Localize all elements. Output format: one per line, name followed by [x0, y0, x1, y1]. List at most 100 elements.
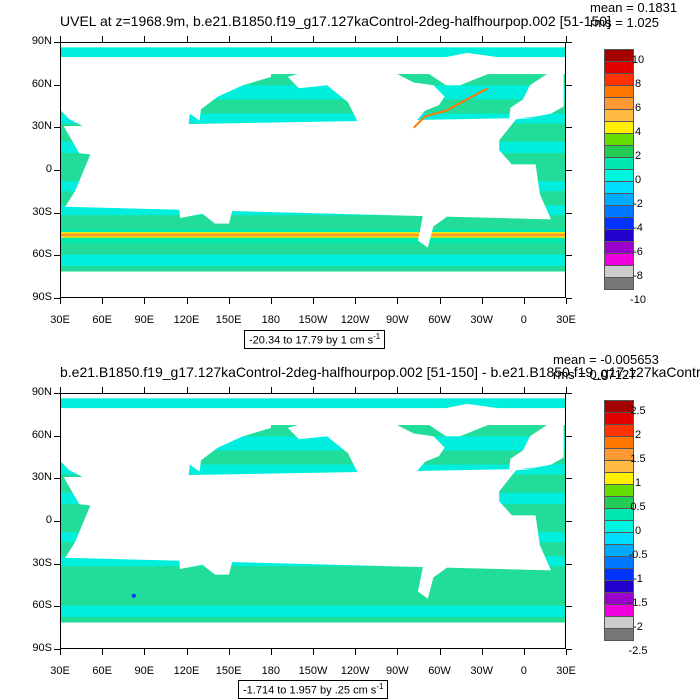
lon-tick-top	[397, 387, 399, 393]
lat-tick-right	[566, 42, 572, 43]
lon-tick	[186, 649, 188, 655]
lon-tick-top	[228, 36, 230, 42]
lon-tick	[102, 649, 104, 655]
colorbar-label: -4	[633, 222, 643, 234]
lon-tick-top	[566, 36, 567, 42]
panel-2-map	[60, 393, 566, 649]
lat-tick-right	[566, 563, 572, 565]
colorbar-swatch	[604, 628, 634, 641]
panel-2-map-svg	[61, 394, 565, 648]
lon-tick-top	[481, 387, 483, 393]
lat-tick-label: 30S	[32, 556, 52, 569]
gulf-stream-line	[413, 87, 489, 129]
lon-tick	[481, 649, 483, 655]
lon-tick	[355, 298, 357, 304]
panel-1-range-sup: -1	[373, 332, 381, 341]
lon-tick-top	[60, 387, 61, 393]
lon-tick-top	[270, 36, 272, 42]
colorbar-label: 2	[634, 150, 642, 162]
lat-tick-right	[566, 606, 572, 608]
lat-tick-right	[566, 649, 572, 650]
lat-tick-label: 0	[45, 514, 52, 526]
maritime-continent	[152, 513, 229, 536]
lat-tick	[54, 42, 60, 43]
ocean-band	[61, 605, 565, 617]
lon-tick-label: 60W	[428, 665, 451, 677]
lat-tick-label: 60N	[31, 77, 52, 90]
lat-tick-label: 60S	[32, 248, 52, 261]
lat-tick-label: 90S	[32, 642, 52, 654]
lon-tick-label: 30E	[50, 314, 70, 326]
lon-tick-top	[523, 387, 525, 393]
colorbar-label: -10	[630, 294, 646, 306]
colorbar-label: 8	[634, 78, 642, 90]
lon-tick-top	[439, 36, 441, 42]
lat-tick	[54, 170, 60, 171]
lat-tick-label: 90N	[31, 386, 52, 398]
colorbar-label: 6	[634, 102, 642, 114]
lon-tick-label: 90E	[134, 665, 155, 677]
north-pole-area	[61, 394, 565, 399]
lat-tick-label: 60S	[32, 599, 52, 612]
lon-tick-top	[523, 36, 525, 42]
lon-tick-label: 120W	[340, 665, 370, 677]
lon-tick	[144, 298, 146, 304]
lat-tick-label: 60N	[31, 428, 52, 441]
colorbar-label: -2.5	[628, 645, 648, 657]
lat-tick	[54, 298, 60, 299]
lat-tick-right	[566, 298, 572, 299]
lat-tick-right	[566, 521, 572, 522]
south-america-landmass	[411, 506, 474, 599]
lon-tick-top	[439, 387, 441, 393]
lon-tick	[60, 649, 61, 655]
lat-tick	[54, 84, 60, 86]
lon-tick	[566, 298, 567, 304]
lon-tick-label: 0	[520, 314, 527, 326]
greenland-landmass	[425, 403, 498, 437]
colorbar-label: 1	[634, 477, 642, 489]
panel-1-rms: rms = 1.025	[590, 15, 660, 30]
lon-tick-label: 30W	[470, 314, 493, 326]
panel-1-map	[60, 42, 566, 298]
lat-tick	[54, 435, 60, 437]
colorbar-label: 1.5	[630, 453, 646, 465]
lon-tick-top	[270, 387, 272, 393]
lon-tick	[228, 298, 230, 304]
arctic-strip	[61, 398, 565, 409]
colorbar-label: 0.5	[630, 501, 646, 513]
antarctica-landmass	[61, 622, 565, 648]
lon-tick	[439, 649, 441, 655]
colorbar-label: -6	[633, 246, 643, 258]
lat-tick	[54, 255, 60, 257]
lat-tick	[54, 649, 60, 650]
colorbar-label: 0	[634, 174, 642, 186]
lon-tick-label: 60W	[428, 314, 451, 326]
lon-tick	[355, 649, 357, 655]
lat-tick	[54, 478, 60, 480]
lon-tick-top	[228, 387, 230, 393]
lon-tick-label: 0	[520, 665, 527, 677]
lon-tick-label: 120E	[173, 665, 200, 677]
colorbar-swatch	[604, 277, 634, 290]
panel-2-range-sup: -1	[376, 682, 384, 691]
asia-landmass	[61, 59, 271, 168]
lon-tick-top	[313, 36, 314, 42]
lon-tick-top	[313, 387, 314, 393]
lon-tick	[313, 649, 314, 655]
lon-tick	[186, 298, 188, 304]
lon-tick-top	[566, 387, 567, 393]
lon-tick-top	[355, 387, 357, 393]
lat-tick-right	[566, 127, 572, 129]
anomaly-spot	[131, 593, 136, 598]
panel-2-range-text: -1.714 to 1.957 by .25 cm s	[243, 684, 377, 697]
lon-tick-label: 30E	[50, 665, 70, 677]
lon-tick-label: 120W	[340, 314, 370, 326]
lat-tick-label: 30N	[31, 120, 52, 133]
colorbar-label: 4	[634, 126, 642, 138]
colorbar-label: -0.5	[628, 549, 648, 561]
lon-tick	[144, 649, 146, 655]
lon-tick	[270, 649, 272, 655]
antarctica-landmass	[61, 271, 565, 297]
colorbar-label: 2	[634, 429, 642, 441]
lat-tick-label: 90S	[32, 291, 52, 303]
